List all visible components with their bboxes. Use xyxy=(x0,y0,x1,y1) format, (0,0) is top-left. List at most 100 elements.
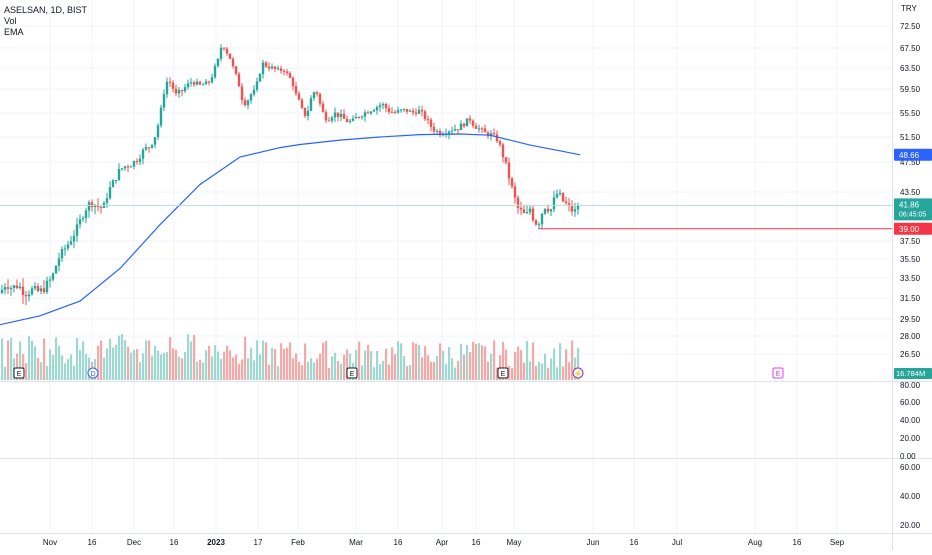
volume-bar xyxy=(403,355,406,380)
volume-bar xyxy=(514,351,517,380)
candle-body xyxy=(495,134,499,142)
candle-body xyxy=(438,130,442,136)
volume-bar xyxy=(10,337,13,380)
time-tick-label: 16 xyxy=(394,538,403,547)
volume-bar xyxy=(418,344,421,380)
candle-body xyxy=(189,82,193,84)
volume-bar xyxy=(346,349,349,380)
candle-body xyxy=(309,98,313,111)
price-tick-label: 47.50 xyxy=(900,158,921,167)
oscillator2-tick-label: 40.00 xyxy=(900,492,921,501)
time-tick-label: 16 xyxy=(793,538,802,547)
time-tick-label: Aug xyxy=(748,538,762,547)
time-tick-label: 16 xyxy=(630,538,639,547)
candle-body xyxy=(153,137,157,145)
candle-body xyxy=(471,120,475,126)
volume-bar xyxy=(547,367,550,380)
earnings-marker-label: E xyxy=(501,371,506,378)
candle-body xyxy=(381,104,385,106)
volume-bar xyxy=(319,353,322,380)
upcoming-earnings-marker-box[interactable] xyxy=(772,367,784,379)
candle-body xyxy=(276,68,280,70)
candle-body xyxy=(216,58,220,67)
volume-bar xyxy=(82,341,85,380)
volume-bar xyxy=(355,349,358,380)
candle-body xyxy=(267,66,271,69)
candle-body xyxy=(522,209,526,213)
candle-body xyxy=(291,77,295,87)
volume-bar xyxy=(73,365,76,380)
candle-body xyxy=(75,224,79,236)
ema-line[interactable] xyxy=(0,133,581,326)
oscillator1-tick-label: 0.00 xyxy=(900,452,916,461)
candle-body xyxy=(195,81,199,85)
candle-body xyxy=(243,100,247,106)
candle-body xyxy=(447,131,451,134)
candle-body xyxy=(354,116,358,119)
volume-bar xyxy=(298,361,301,380)
candle-body xyxy=(564,201,568,204)
earnings-marker-box[interactable] xyxy=(13,367,25,379)
earnings-marker-box[interactable] xyxy=(346,367,358,379)
volume-bar xyxy=(397,341,400,380)
volume-bar xyxy=(310,358,313,380)
volume-bar xyxy=(64,363,67,380)
candle-body xyxy=(261,62,265,75)
alert-price-badge[interactable] xyxy=(894,222,932,235)
volume-bar xyxy=(553,348,556,380)
candle-body xyxy=(513,186,517,198)
candle-body xyxy=(546,208,550,212)
volume-bar xyxy=(550,358,553,380)
candle-body xyxy=(351,118,355,121)
candle-body xyxy=(45,280,49,293)
volume-bar xyxy=(523,362,526,380)
symbol-line[interactable]: ASELSAN, 1D, BIST xyxy=(4,5,88,15)
candle-body xyxy=(459,123,463,131)
earnings-marker-box[interactable] xyxy=(497,367,509,379)
vol-indicator-label[interactable]: Vol xyxy=(4,16,17,26)
volume-bar xyxy=(367,344,370,380)
volume-bar xyxy=(358,341,361,380)
volume-bar xyxy=(526,341,529,380)
candle-body xyxy=(303,107,307,116)
volume-bar xyxy=(118,335,121,380)
candle-body xyxy=(384,104,388,109)
volume-bar xyxy=(280,343,283,380)
time-tick-label: 2023 xyxy=(207,538,225,547)
candle-body xyxy=(555,194,559,198)
price-tick-label: 72.50 xyxy=(900,22,921,31)
ema-value-badge xyxy=(894,148,932,161)
volume-bar xyxy=(427,355,430,380)
price-tick-label: 51.50 xyxy=(900,133,921,142)
volume-bar xyxy=(343,354,346,380)
price-tick-label: 67.50 xyxy=(900,44,921,53)
candle-body xyxy=(333,112,337,118)
candle-body xyxy=(498,141,502,145)
volume-bar xyxy=(70,354,73,380)
volume-bar xyxy=(505,349,508,380)
volume-bar xyxy=(487,361,490,380)
volume-bar xyxy=(124,340,127,380)
volume-bar xyxy=(490,353,493,380)
volume-bar xyxy=(163,352,166,380)
split-marker[interactable] xyxy=(572,367,584,379)
volume-bar xyxy=(151,355,154,380)
volume-bar xyxy=(295,353,298,380)
volume-bar xyxy=(376,350,379,380)
candle-body xyxy=(105,198,109,203)
candle-body xyxy=(282,70,286,72)
volume-bar xyxy=(184,351,187,380)
ema-indicator-label[interactable]: EMA xyxy=(4,27,24,37)
volume-bar xyxy=(241,359,244,380)
volume-bar xyxy=(364,350,367,380)
volume-bar xyxy=(115,344,118,380)
volume-bar xyxy=(256,340,259,380)
volume-bar xyxy=(439,343,442,380)
volume-bar xyxy=(103,357,106,380)
candle-body xyxy=(6,287,10,289)
dividend-marker[interactable] xyxy=(87,367,99,379)
volume-bar xyxy=(436,356,439,380)
